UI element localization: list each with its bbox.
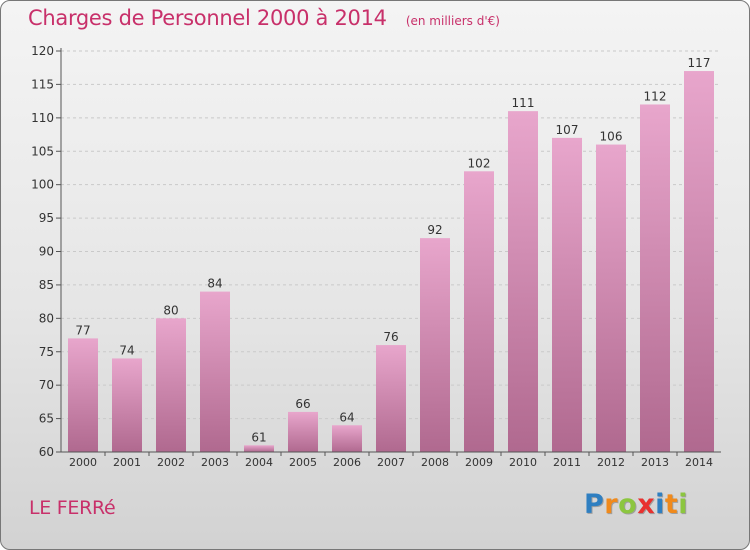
logo-letter: o (618, 489, 638, 520)
bar (200, 291, 230, 452)
data-label: 64 (339, 410, 354, 424)
logo-letter: x (637, 489, 656, 520)
data-label: 117 (688, 56, 711, 70)
proxiti-logo: Proxiti (584, 489, 688, 520)
x-tick-label: 2013 (641, 456, 669, 469)
x-tick-label: 2008 (421, 456, 449, 469)
x-tick-label: 2011 (553, 456, 581, 469)
bar (332, 425, 362, 452)
x-tick-label: 2012 (597, 456, 625, 469)
bar (684, 71, 714, 453)
data-label: 112 (644, 89, 667, 103)
y-tick-label: 100 (31, 178, 54, 192)
x-tick-label: 2014 (685, 456, 713, 469)
logo-letter: r (604, 489, 619, 520)
y-tick-label: 60 (39, 445, 54, 459)
x-tick-label: 2003 (201, 456, 229, 469)
data-label: 102 (468, 156, 491, 170)
data-label: 74 (119, 343, 134, 357)
bar (552, 137, 582, 452)
bar (640, 104, 670, 452)
x-tick-label: 2009 (465, 456, 493, 469)
data-labels: 77 74 80 84 61 66 64 76 92 102 111 107 106 112 117 (75, 56, 710, 444)
bar (68, 338, 98, 452)
bar (464, 171, 494, 453)
y-tick-label: 95 (39, 211, 54, 225)
bar (112, 358, 142, 452)
x-tick-label: 2000 (69, 456, 97, 469)
data-label: 106 (600, 130, 623, 144)
y-tick-label: 105 (31, 144, 54, 158)
bar (156, 318, 186, 452)
y-tick-label: 70 (39, 378, 54, 392)
bar (420, 238, 450, 452)
x-tick-label: 2004 (245, 456, 273, 469)
x-tick-label: 2001 (113, 456, 141, 469)
chart-title: Charges de Personnel 2000 à 2014 (28, 6, 387, 30)
y-tick-label: 115 (31, 77, 54, 91)
x-tick-label: 2005 (289, 456, 317, 469)
data-label: 84 (207, 277, 222, 291)
y-tick-label: 65 (39, 412, 54, 426)
x-tick-label: 2006 (333, 456, 361, 469)
title-row: Charges de Personnel 2000 à 2014 (en mil… (28, 6, 500, 30)
logo-letter: i (678, 489, 689, 520)
data-label: 77 (75, 323, 90, 337)
data-label: 111 (512, 96, 535, 110)
logo-letter: t (664, 489, 679, 520)
logo-letter: P (584, 489, 605, 520)
bar (244, 445, 274, 452)
y-tick-label: 110 (31, 111, 54, 125)
bar (376, 345, 406, 452)
data-label: 61 (251, 430, 266, 444)
axes: 60 65 70 75 80 85 90 95 100 105 110 115 120 2000 2001 2… (31, 44, 721, 469)
data-label: 92 (427, 223, 442, 237)
x-tick-label: 2007 (377, 456, 405, 469)
bars (68, 71, 714, 453)
y-tick-label: 120 (31, 44, 54, 58)
data-label: 107 (556, 123, 579, 137)
x-tick-label: 2002 (157, 456, 185, 469)
bar (596, 144, 626, 453)
y-tick-label: 80 (39, 311, 54, 325)
bar (508, 111, 538, 453)
logo-letter: i (655, 489, 665, 520)
y-tick-label: 85 (39, 278, 54, 292)
data-label: 76 (383, 330, 398, 344)
y-tick-label: 90 (39, 245, 54, 259)
x-tick-label: 2010 (509, 456, 537, 469)
bar (288, 411, 318, 452)
chart-subtitle: (en milliers d'€) (405, 14, 500, 28)
y-tick-label: 75 (39, 345, 54, 359)
data-label: 80 (163, 303, 178, 317)
data-label: 66 (295, 397, 310, 411)
commune-name: LE FERRé (29, 497, 116, 519)
